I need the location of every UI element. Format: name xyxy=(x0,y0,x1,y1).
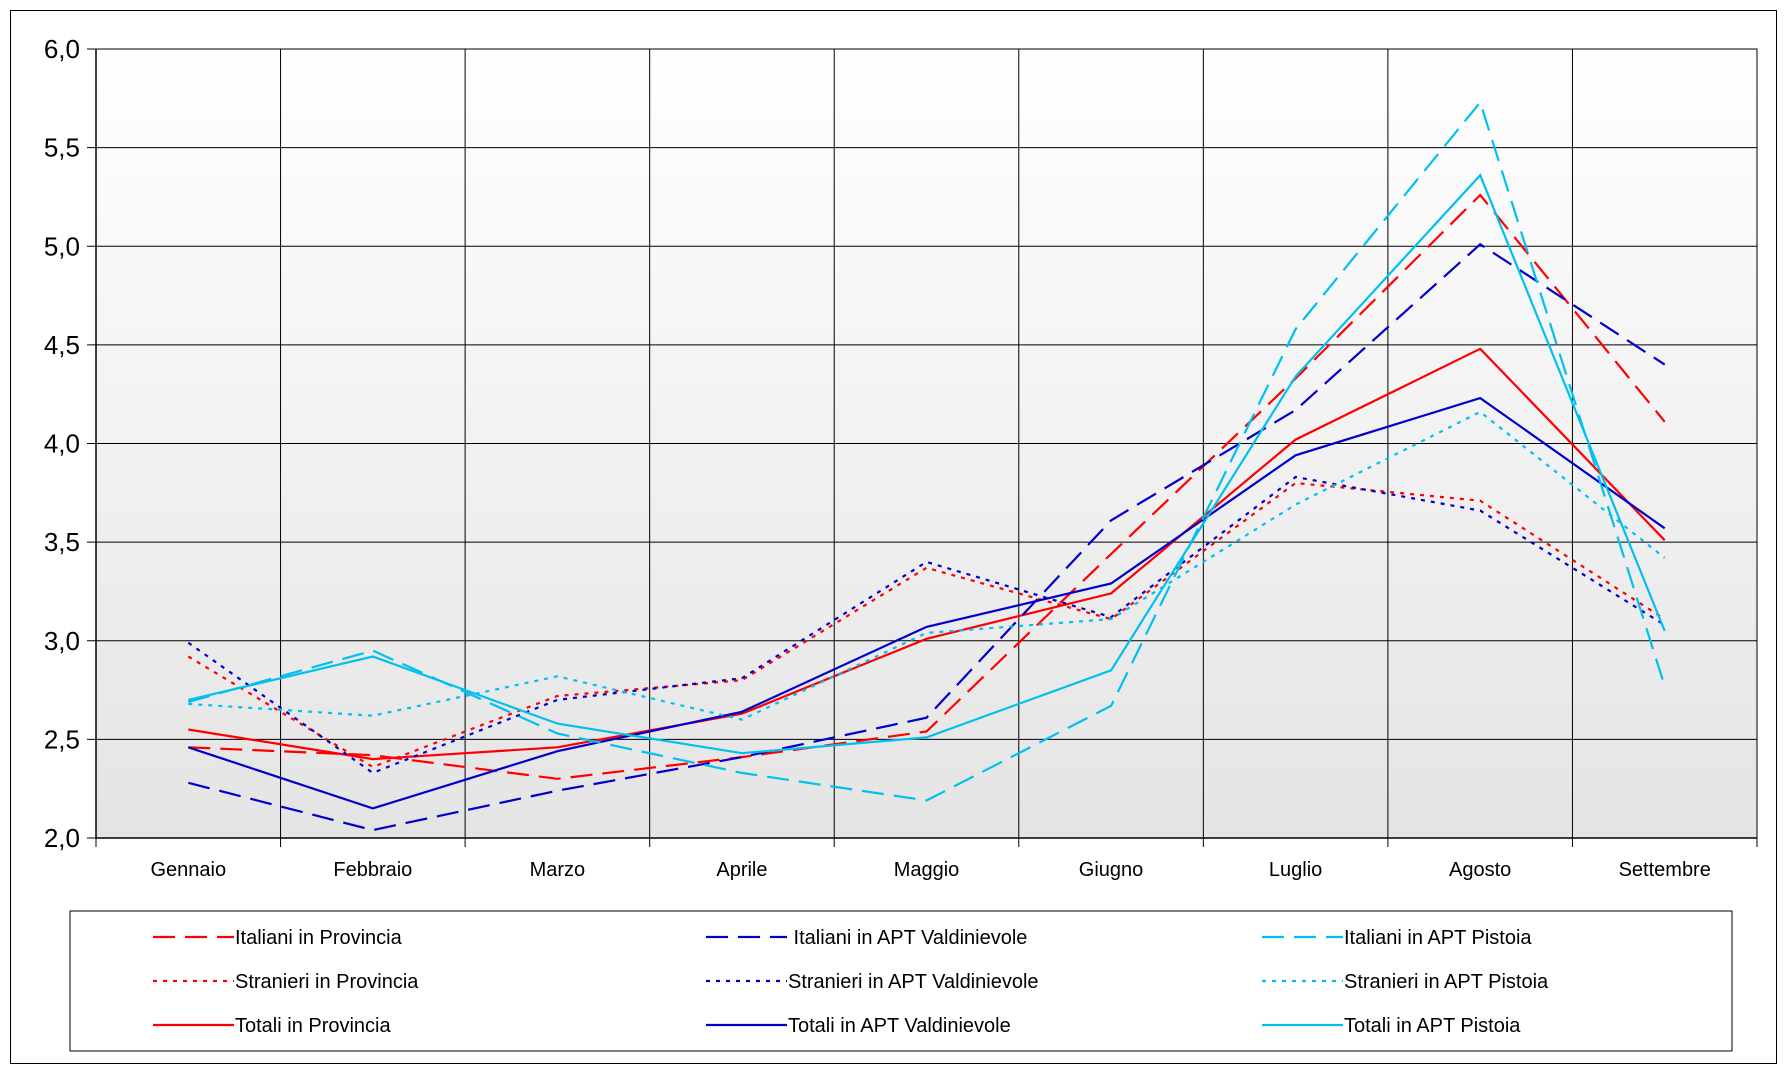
series-line-5 xyxy=(187,475,1666,775)
legend-label: Italiani in Provincia xyxy=(235,927,403,949)
y-tick-label: 5,0 xyxy=(44,231,80,261)
y-tick-label: 6,0 xyxy=(44,34,80,64)
axes: 2,0 2,5 3,0 3,5 4,0 4,5 5,0 5,5 6,0 Gennaio Febbra… xyxy=(44,34,1758,881)
series-line-3 xyxy=(188,347,1666,761)
series-line-6 xyxy=(187,396,1666,810)
y-tick-label: 5,5 xyxy=(44,133,80,163)
series-line-9 xyxy=(188,173,1666,755)
series-line-4 xyxy=(188,242,1666,832)
y-tick-label: 2,0 xyxy=(44,823,80,853)
y-tick-label: 4,0 xyxy=(44,429,80,459)
x-tick-label: Luglio xyxy=(1269,859,1322,881)
y-tick-label: 3,5 xyxy=(44,527,80,557)
legend-label: Totali in Provincia xyxy=(235,1015,392,1037)
x-tick-label: Maggio xyxy=(894,859,960,881)
x-tick-label: Marzo xyxy=(530,859,586,881)
legend-label: Italiani in APT Pistoia xyxy=(1344,927,1532,949)
y-tick-label: 4,5 xyxy=(44,330,80,360)
x-tick-label: Agosto xyxy=(1449,859,1511,881)
legend-label: Italiani in APT Valdinievole xyxy=(788,927,1027,949)
y-tick-label: 2,5 xyxy=(44,724,80,754)
series-layer xyxy=(187,100,1666,832)
legend-box xyxy=(69,910,1733,1052)
x-tick-label: Gennaio xyxy=(150,859,226,881)
legend-label: Totali in APT Valdinievole xyxy=(788,1015,1011,1037)
legend-label: Stranieri in APT Pistoia xyxy=(1344,971,1549,993)
gridlines xyxy=(95,48,1758,839)
x-tick-label: Febbraio xyxy=(333,859,412,881)
legend-label: Stranieri in Provincia xyxy=(235,971,419,993)
x-tick-label: Aprile xyxy=(716,859,767,881)
x-tick-label: Settembre xyxy=(1619,859,1711,881)
x-tick-label: Giugno xyxy=(1079,859,1144,881)
legend-label: Totali in APT Pistoia xyxy=(1344,1015,1521,1037)
series-line-2 xyxy=(187,481,1666,769)
legend: Italiani in Provincia Stranieri in Provin… xyxy=(69,910,1733,1052)
series-line-1 xyxy=(188,193,1666,780)
y-tick-label: 3,0 xyxy=(44,626,80,656)
legend-label: Stranieri in APT Valdinievole xyxy=(788,971,1039,993)
